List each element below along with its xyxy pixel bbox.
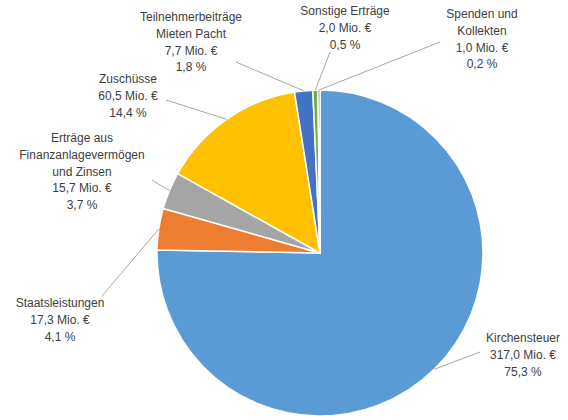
slice-name: Spenden undKollekten: [446, 7, 517, 38]
value-label: 1,8 %: [176, 60, 207, 74]
amount-label: 17,3 Mio. €: [30, 313, 90, 327]
value-label: 0,5 %: [330, 38, 361, 52]
leader-line: [236, 62, 304, 91]
pie-slice: [295, 90, 320, 253]
leader-line: [319, 42, 440, 90]
value-label: 0,2 %: [467, 57, 498, 71]
pie-slice: [313, 90, 320, 253]
leader-line: [315, 52, 330, 90]
leader-line: [102, 229, 159, 296]
leader-line: [166, 100, 227, 119]
chart: Kirchensteuer 317,0 Mio. € 75,3 % Staatslei…: [0, 0, 568, 420]
amount-label: 1,0 Mio. €: [456, 41, 509, 55]
leader-line: [152, 180, 169, 191]
slice-name: Erträge ausFinanzanlagevermögenund Zinse…: [19, 131, 144, 179]
leader-line: [434, 352, 480, 369]
slice-name: Sonstige Erträge: [300, 4, 390, 18]
data-labels: Kirchensteuer 317,0 Mio. € 75,3 % Staatslei…: [16, 4, 560, 379]
value-label: 14,4 %: [109, 106, 147, 120]
pie-slice: [157, 90, 483, 416]
value-label: 75,3 %: [504, 365, 542, 379]
slice-name: Zuschüsse: [99, 72, 157, 86]
slice-name: Kirchensteuer: [486, 331, 560, 345]
amount-label: 7,7 Mio. €: [165, 44, 218, 58]
pie-slice: [318, 90, 320, 253]
pie: [157, 90, 483, 416]
slice-name: Staatsleistungen: [16, 296, 105, 310]
value-label: 3,7 %: [67, 198, 98, 212]
value-label: 4,1 %: [45, 330, 76, 344]
amount-label: 60,5 Mio. €: [98, 89, 158, 103]
amount-label: 15,7 Mio. €: [52, 181, 112, 195]
amount-label: 317,0 Mio. €: [490, 348, 556, 362]
slice-name: TeilnehmerbeiträgeMieten Pacht: [140, 10, 242, 41]
amount-label: 2,0 Mio. €: [319, 21, 372, 35]
